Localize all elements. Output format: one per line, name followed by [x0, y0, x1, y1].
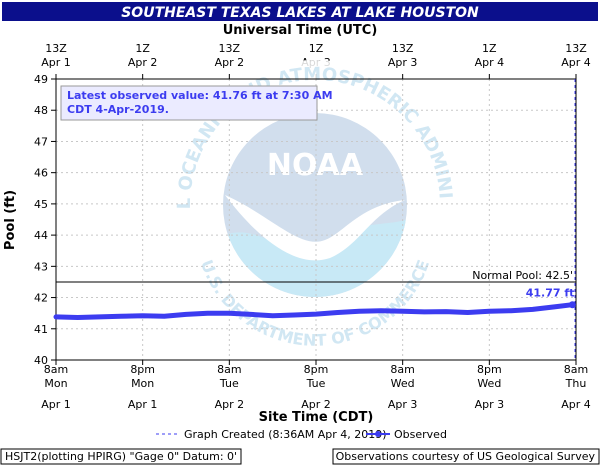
bottom-tick-label: Apr 2	[301, 398, 331, 411]
top-axis-title: Universal Time (UTC)	[223, 23, 378, 38]
noaa-watermark: NOAA NATIONAL OCEANIC AND ATMOSPHERIC AD…	[0, 0, 456, 350]
y-tick-label: 43	[34, 260, 48, 273]
footer-right-box	[332, 448, 600, 465]
legend: Graph Created (8:36AM Apr 4, 2019) Obser…	[156, 428, 447, 441]
last-value-label: 41.77 ft	[526, 287, 575, 300]
top-tick-label: 1Z	[135, 42, 150, 55]
y-tick-label: 46	[34, 167, 48, 180]
bottom-tick-label: Wed	[391, 377, 415, 390]
bottom-tick-label: Apr 2	[215, 398, 245, 411]
y-axis-ticks: 40 41 42 43 44 45 46 47 48 49	[34, 73, 56, 367]
top-tick-label: Apr 3	[388, 56, 418, 69]
top-tick-label: 13Z	[219, 42, 241, 55]
bottom-tick-label: 8pm	[130, 363, 155, 376]
observed-line	[53, 302, 575, 320]
bottom-tick-label: Apr 4	[561, 398, 591, 411]
bottom-tick-label: 8pm	[304, 363, 329, 376]
bottom-axis-title: Site Time (CDT)	[259, 410, 374, 425]
y-tick-label: 44	[34, 229, 48, 242]
legend-created-label: Graph Created (8:36AM Apr 4, 2019)	[184, 428, 387, 441]
top-tick-label: Apr 2	[215, 56, 245, 69]
observed-last-point	[568, 301, 576, 309]
bottom-tick-label: Apr 1	[128, 398, 158, 411]
noaa-center-text: NOAA	[267, 148, 364, 183]
y-tick-label: 45	[34, 198, 48, 211]
top-tick-label: 1Z	[309, 42, 324, 55]
y-tick-label: 47	[34, 135, 48, 148]
bottom-tick-label: 8am	[390, 363, 414, 376]
latest-observed-line2: CDT 4-Apr-2019.	[67, 103, 169, 116]
bottom-tick-label: Mon	[44, 377, 67, 390]
bottom-tick-label: 8am	[217, 363, 241, 376]
bottom-tick-label: 8am	[44, 363, 68, 376]
legend-observed-label: Observed	[394, 428, 447, 441]
bottom-tick-label: Tue	[219, 377, 239, 390]
top-tick-label: Apr 2	[128, 56, 158, 69]
y-tick-label: 49	[34, 73, 48, 86]
observed-series	[53, 301, 576, 320]
plot-grid	[56, 79, 576, 360]
y-tick-label: 40	[34, 354, 48, 367]
bottom-tick-label: Apr 3	[475, 398, 505, 411]
noaa-bird	[225, 195, 405, 261]
bottom-tick-label: Mon	[131, 377, 154, 390]
top-tick-label: Apr 4	[561, 56, 591, 69]
bottom-tick-label: Wed	[477, 377, 501, 390]
bottom-tick-label: Apr 1	[41, 398, 71, 411]
latest-observed-line1: Latest observed value: 41.76 ft at 7:30 …	[67, 89, 333, 102]
top-tick-label: 13Z	[392, 42, 414, 55]
top-tick-label: Apr 1	[41, 56, 71, 69]
footer-right: Observations courtesy of US Geological S…	[336, 450, 596, 463]
top-tick-label: 13Z	[565, 42, 587, 55]
bottom-tick-label: 8am	[564, 363, 588, 376]
latest-observed-box: Latest observed value: 41.76 ft at 7:30 …	[60, 85, 333, 121]
legend-observed-marker	[375, 431, 381, 437]
bottom-tick-label: Thu	[565, 377, 587, 390]
header-bar	[2, 2, 598, 21]
chart-title: SOUTHEAST TEXAS LAKES AT LAKE HOUSTON	[121, 5, 479, 21]
bottom-tick-label: 8pm	[477, 363, 502, 376]
y-tick-label: 42	[34, 292, 48, 305]
bottom-tick-label: Tue	[306, 377, 326, 390]
bottom-tick-label: Apr 3	[388, 398, 418, 411]
y-axis-title: Pool (ft)	[3, 190, 18, 250]
top-tick-label: Apr 4	[475, 56, 505, 69]
y-tick-label: 48	[34, 104, 48, 117]
footer-left-box	[0, 448, 242, 465]
top-tick-label: 1Z	[482, 42, 497, 55]
y-tick-label: 41	[34, 323, 48, 336]
latest-observed-box-bg	[60, 85, 318, 121]
normal-pool-label: Normal Pool: 42.5'	[472, 269, 573, 282]
top-tick-label: 13Z	[45, 42, 67, 55]
footer-left: HSJT2(plotting HPIRG) "Gage 0" Datum: 0'	[5, 450, 237, 463]
